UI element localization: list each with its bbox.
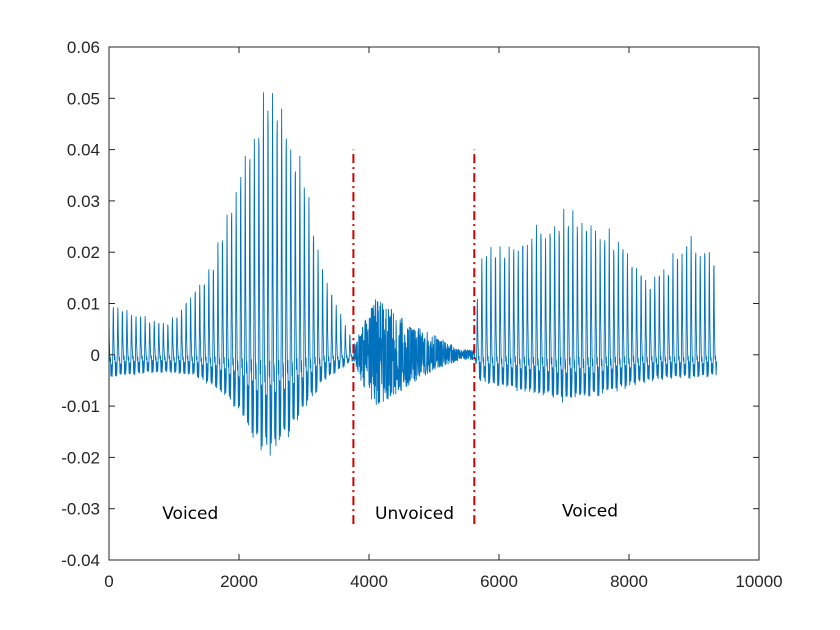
x-tick-label: 0 <box>104 572 113 591</box>
y-tick-label: -0.02 <box>61 448 100 467</box>
segment-annotation-voiced: Voiced <box>562 501 618 521</box>
y-tick-label: 0.02 <box>67 243 100 262</box>
segment-annotation-unvoiced: Unvoiced <box>375 504 454 524</box>
waveform-series-line <box>108 92 718 456</box>
x-tick-label: 2000 <box>220 572 258 591</box>
y-tick-label: 0.01 <box>67 295 100 314</box>
x-tick-label: 8000 <box>610 572 648 591</box>
y-tick-label: 0.05 <box>67 89 100 108</box>
x-tick-label: 4000 <box>350 572 388 591</box>
y-tick-label: 0 <box>91 346 100 365</box>
plot-area <box>109 47 759 560</box>
y-tick-label: 0.04 <box>67 141 100 160</box>
y-tick-label: -0.03 <box>61 500 100 519</box>
x-tick-label: 6000 <box>480 572 518 591</box>
boundary-layer <box>352 149 476 525</box>
y-axis-ticks: -0.04 -0.03 -0.02 -0.01 0 0.01 0.02 0.03 0.04 0.0… <box>61 38 759 570</box>
y-tick-label: -0.01 <box>61 397 100 416</box>
segment-annotation-voiced: Voiced <box>162 504 218 524</box>
annotation-layer: Voiced Unvoiced Voiced <box>162 501 618 524</box>
waveform-layer <box>108 92 718 456</box>
x-tick-label: 10000 <box>735 572 782 591</box>
y-tick-label: 0.06 <box>67 38 100 57</box>
x-axis-ticks: 0 2000 4000 6000 8000 10000 <box>104 47 783 591</box>
y-tick-label: -0.04 <box>61 551 100 570</box>
y-tick-label: 0.03 <box>67 192 100 211</box>
